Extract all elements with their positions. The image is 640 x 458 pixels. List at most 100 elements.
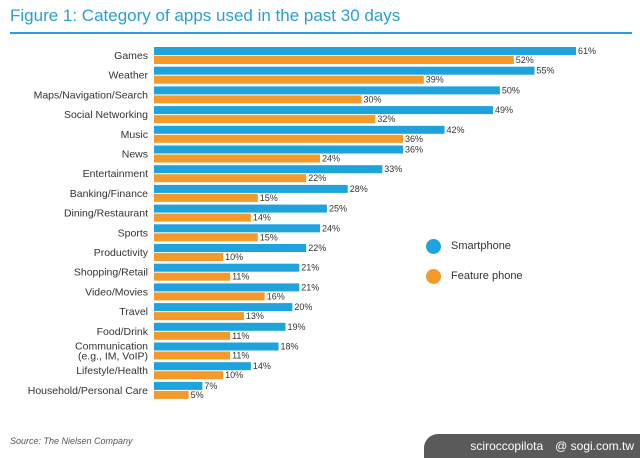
bar-smartphone-weather xyxy=(154,66,535,75)
category-label-maps-navigation-search: Maps/Navigation/Search xyxy=(34,89,149,101)
legend-item-feature-phone: Feature phone xyxy=(426,268,523,284)
bar-smartphone-productivity xyxy=(154,244,307,252)
category-label-banking-finance: Banking/Finance xyxy=(70,188,148,200)
bar-smartphone-household-personal-care xyxy=(154,381,203,390)
value-label-smartphone-social-networking: 49% xyxy=(495,105,513,115)
category-label-dining-restaurant: Dining/Restaurant xyxy=(64,208,148,220)
value-label-feature-phone-maps-navigation-search: 30% xyxy=(364,94,382,104)
value-label-smartphone-maps-navigation-search: 50% xyxy=(502,85,520,95)
category-label-shopping-retail: Shopping/Retail xyxy=(74,267,148,279)
bar-smartphone-social-networking xyxy=(154,106,493,115)
value-label-feature-phone-games: 52% xyxy=(516,55,534,65)
bar-smartphone-travel xyxy=(154,303,293,312)
value-label-smartphone-weather: 55% xyxy=(536,66,554,76)
category-label-productivity: Productivity xyxy=(94,247,149,259)
bar-feature-phone-lifestyle-health xyxy=(154,371,224,380)
value-label-smartphone-communication-e-g-im-voip: 18% xyxy=(281,342,299,352)
bar-smartphone-banking-finance xyxy=(154,184,348,193)
source-note: Source: The Nielsen Company xyxy=(10,436,133,446)
bar-feature-phone-household-personal-care xyxy=(154,390,189,399)
category-label-weather: Weather xyxy=(109,70,149,82)
bar-feature-phone-communication-e-g-im-voip xyxy=(154,351,231,360)
bar-smartphone-entertainment xyxy=(154,165,383,174)
value-label-feature-phone-household-personal-care: 5% xyxy=(191,390,204,400)
value-label-feature-phone-travel: 13% xyxy=(246,311,264,321)
bar-feature-phone-shopping-retail xyxy=(154,272,231,281)
value-label-feature-phone-video-movies: 16% xyxy=(267,291,285,301)
value-label-feature-phone-banking-finance: 15% xyxy=(260,193,278,203)
value-label-feature-phone-communication-e-g-im-voip: 11% xyxy=(232,351,249,361)
value-label-smartphone-travel: 20% xyxy=(294,302,312,312)
bar-feature-phone-social-networking xyxy=(154,115,376,124)
watermark-banner: sciroccopilota @ sogi.com.tw xyxy=(424,434,640,458)
bar-smartphone-news xyxy=(154,145,404,154)
value-label-smartphone-dining-restaurant: 25% xyxy=(329,204,347,214)
value-label-smartphone-news: 36% xyxy=(405,145,423,155)
legend-swatch-smartphone xyxy=(426,238,441,254)
watermark-author: sciroccopilota xyxy=(470,439,544,453)
bar-smartphone-shopping-retail xyxy=(154,263,300,272)
watermark-site: @ sogi.com.tw xyxy=(555,439,634,453)
value-label-feature-phone-food-drink: 11% xyxy=(232,331,249,341)
bar-feature-phone-weather xyxy=(154,75,424,84)
bar-feature-phone-banking-finance xyxy=(154,193,258,202)
bar-smartphone-music xyxy=(154,125,445,134)
value-label-feature-phone-lifestyle-health: 10% xyxy=(225,370,243,380)
bar-smartphone-dining-restaurant xyxy=(154,204,327,213)
bar-feature-phone-music xyxy=(154,134,404,143)
value-label-feature-phone-sports: 15% xyxy=(260,232,278,242)
bar-smartphone-video-movies xyxy=(154,283,300,292)
bar-feature-phone-games xyxy=(154,56,514,64)
category-label-sports: Sports xyxy=(118,227,148,239)
value-label-feature-phone-social-networking: 32% xyxy=(377,114,395,124)
bar-feature-phone-entertainment xyxy=(154,174,307,183)
value-label-smartphone-music: 42% xyxy=(447,125,465,135)
bar-smartphone-communication-e-g-im-voip xyxy=(154,342,279,351)
value-label-smartphone-shopping-retail: 21% xyxy=(301,263,319,273)
value-label-feature-phone-dining-restaurant: 14% xyxy=(253,213,271,223)
value-label-feature-phone-music: 36% xyxy=(405,134,423,144)
bar-smartphone-lifestyle-health xyxy=(154,362,251,371)
value-label-feature-phone-news: 24% xyxy=(322,154,340,164)
legend-label-feature-phone: Feature phone xyxy=(451,270,523,282)
bar-smartphone-games xyxy=(154,47,576,55)
value-label-smartphone-entertainment: 33% xyxy=(384,164,402,174)
value-label-feature-phone-entertainment: 22% xyxy=(308,173,326,183)
value-label-smartphone-productivity: 22% xyxy=(308,243,326,253)
value-label-smartphone-food-drink: 19% xyxy=(287,322,305,332)
value-label-smartphone-banking-finance: 28% xyxy=(350,184,368,194)
category-label-communication-e-g-im-voip: Communication (e.g., IM, VoIP) xyxy=(75,341,148,363)
value-label-smartphone-household-personal-care: 7% xyxy=(204,381,217,391)
category-label-household-personal-care: Household/Personal Care xyxy=(28,385,148,397)
bar-smartphone-food-drink xyxy=(154,322,286,331)
category-label-lifestyle-health: Lifestyle/Health xyxy=(76,365,148,377)
bar-feature-phone-news xyxy=(154,154,321,163)
value-label-feature-phone-shopping-retail: 11% xyxy=(232,272,249,282)
category-label-travel: Travel xyxy=(119,306,148,318)
bar-smartphone-sports xyxy=(154,224,321,233)
bar-feature-phone-maps-navigation-search xyxy=(154,95,362,104)
category-label-games: Games xyxy=(114,50,148,62)
bar-feature-phone-dining-restaurant xyxy=(154,213,251,222)
legend: Smartphone Feature phone xyxy=(426,238,523,298)
category-label-video-movies: Video/Movies xyxy=(85,286,148,298)
legend-item-smartphone: Smartphone xyxy=(426,238,523,254)
bar-feature-phone-sports xyxy=(154,233,258,242)
legend-label-smartphone: Smartphone xyxy=(451,240,511,252)
category-label-entertainment: Entertainment xyxy=(83,168,148,180)
value-label-smartphone-lifestyle-health: 14% xyxy=(253,361,271,371)
bar-feature-phone-video-movies xyxy=(154,292,265,301)
bar-feature-phone-productivity xyxy=(154,253,224,261)
category-label-food-drink: Food/Drink xyxy=(97,326,149,338)
value-label-smartphone-video-movies: 21% xyxy=(301,282,319,292)
category-label-social-networking: Social Networking xyxy=(64,109,148,121)
category-label-music: Music xyxy=(121,129,148,141)
bar-smartphone-maps-navigation-search xyxy=(154,86,500,95)
chart-title: Figure 1: Category of apps used in the p… xyxy=(10,6,401,25)
value-label-smartphone-games: 61% xyxy=(578,46,596,56)
title-rule xyxy=(10,32,632,34)
category-label-news: News xyxy=(122,149,148,161)
legend-swatch-feature-phone xyxy=(426,268,441,284)
bar-feature-phone-food-drink xyxy=(154,331,231,340)
